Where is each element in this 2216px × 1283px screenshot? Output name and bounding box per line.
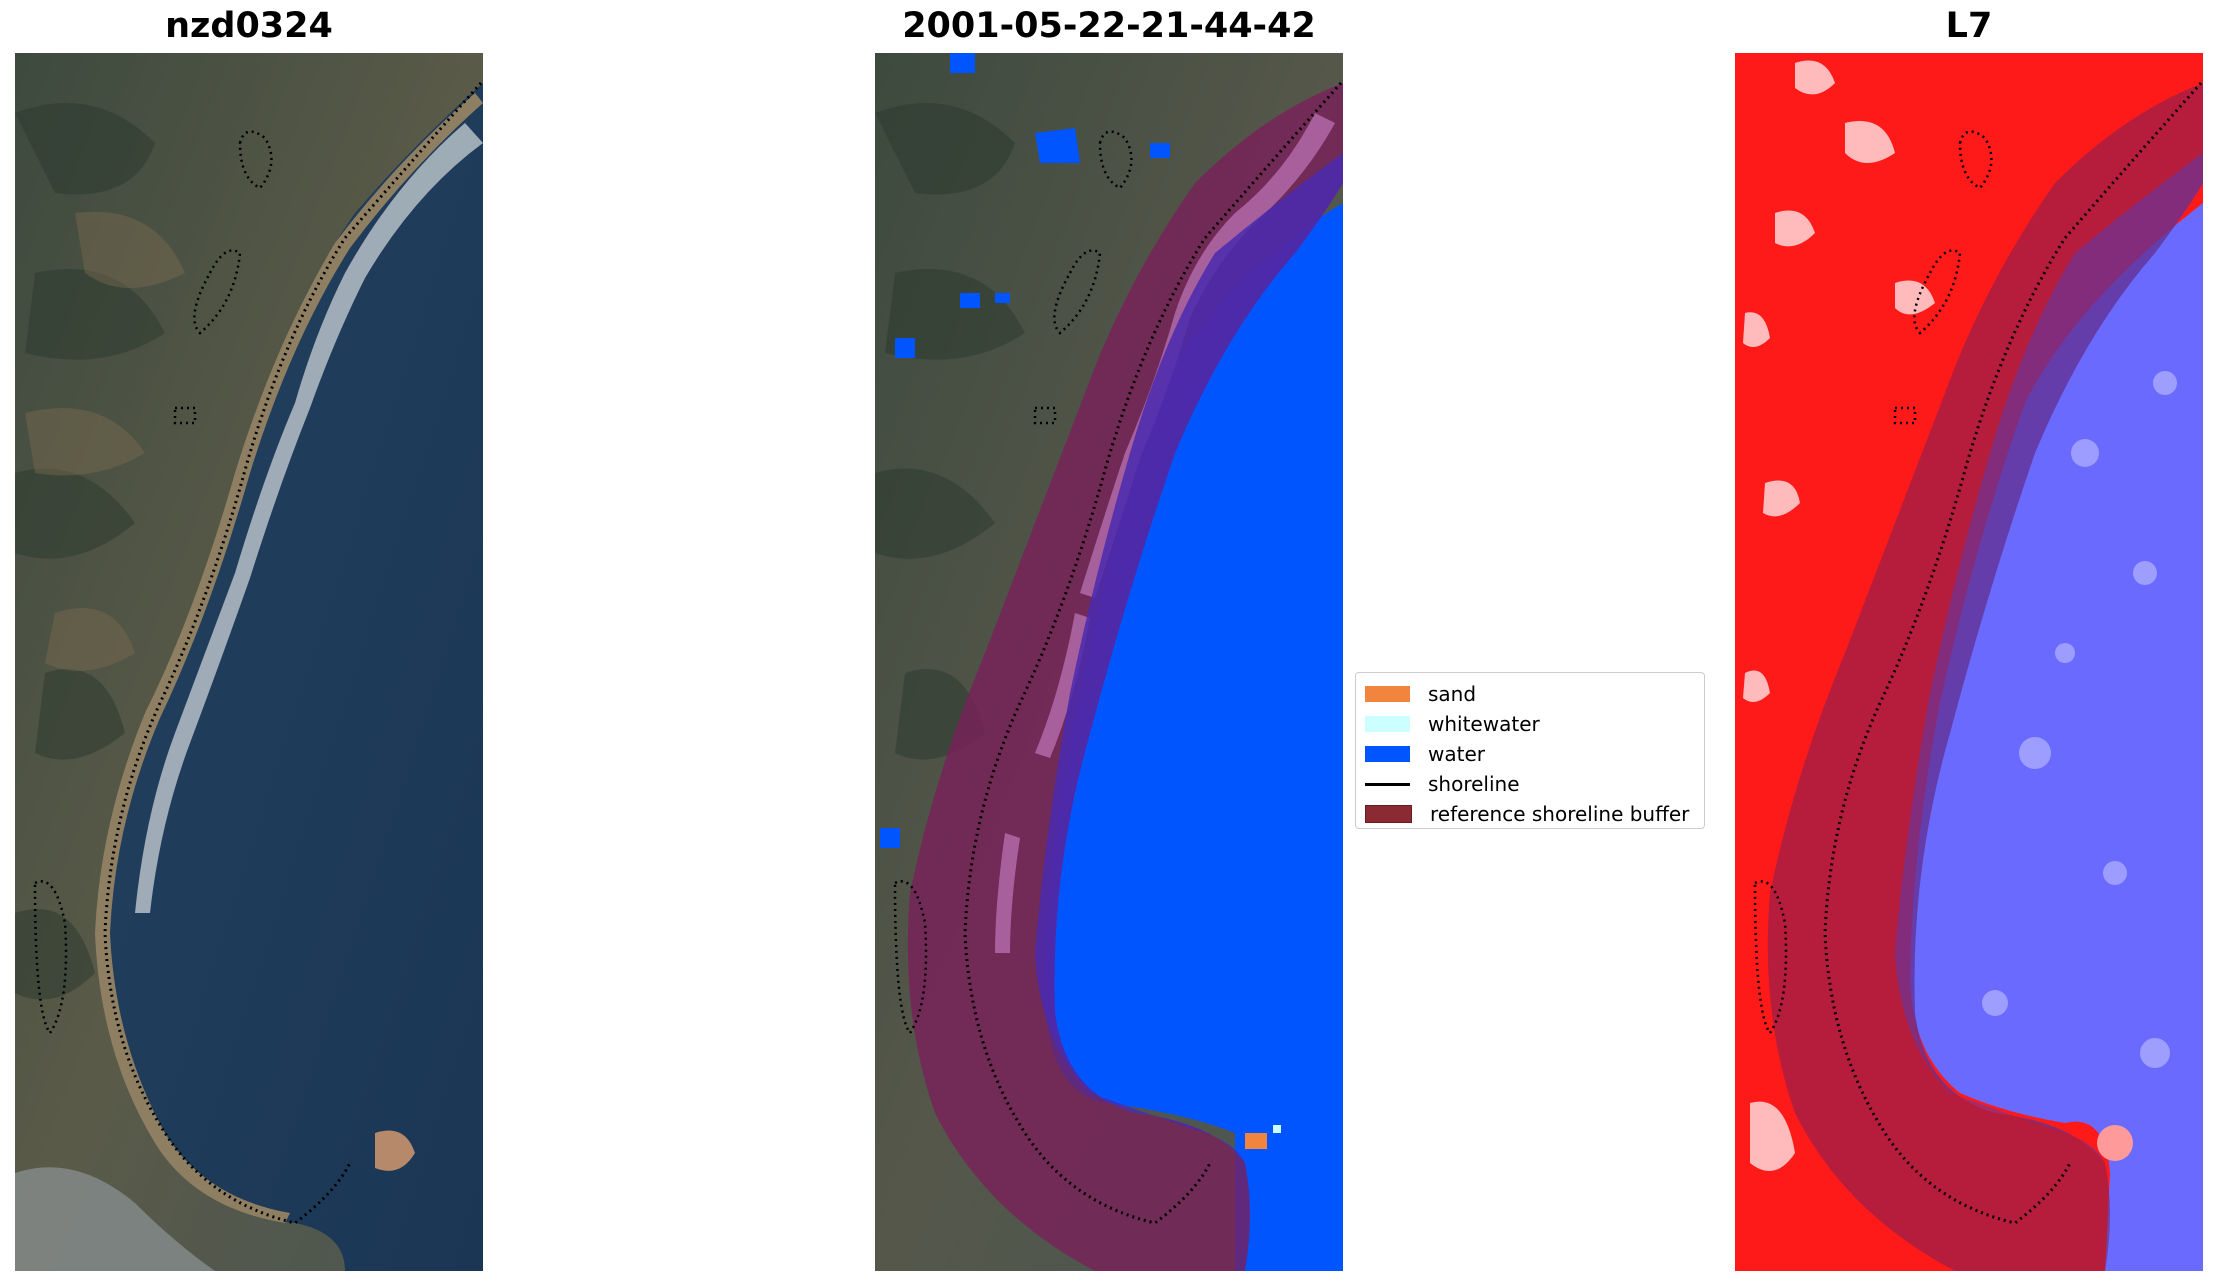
shoreline-line-2: [963, 82, 1343, 1225]
legend-item-water: water: [1365, 740, 1485, 768]
legend-item-buffer: reference shoreline buffer: [1365, 800, 1689, 828]
land-highlights: [1743, 60, 1935, 1171]
legend: sand whitewater water shoreline referenc…: [1355, 672, 1705, 829]
shoreline-fragments: [193, 130, 273, 335]
legend-item-shoreline: shoreline: [1365, 770, 1520, 798]
sand-class-patch: [1245, 1133, 1267, 1149]
legend-swatch-whitewater: [1365, 716, 1410, 732]
sea-area: [100, 83, 483, 1271]
legend-item-whitewater: whitewater: [1365, 710, 1540, 738]
water-class-area: [1045, 203, 1343, 1271]
reference-shoreline-buffer: [907, 83, 1343, 1271]
whitewater-class-patch: [1273, 1125, 1281, 1133]
legend-label-whitewater: whitewater: [1428, 712, 1540, 736]
index-image: [1735, 53, 2203, 1271]
legend-label-shoreline: shoreline: [1428, 772, 1520, 796]
legend-line-shoreline: [1365, 782, 1410, 786]
terrain-highlights: [25, 211, 185, 671]
beach-strip: [95, 93, 483, 1223]
legend-item-sand: sand: [1365, 680, 1476, 708]
water-speckle: [1982, 371, 2177, 1068]
legend-label-buffer: reference shoreline buffer: [1430, 802, 1690, 826]
shoreline-fragments-2: [33, 406, 197, 1036]
legend-swatch-sand: [1365, 686, 1410, 702]
panel-title-index: L7: [1945, 6, 1993, 46]
index-image-panel: [1735, 53, 2203, 1271]
classified-image: [875, 53, 1343, 1271]
legend-label-sand: sand: [1428, 682, 1477, 706]
rgb-image: [15, 53, 483, 1271]
panel-title-classified: 2001-05-22-21-44-42: [902, 6, 1316, 46]
classified-image-panel: [875, 53, 1343, 1271]
panel-title-rgb: nzd0324: [165, 6, 333, 46]
water-in-buffer: [1035, 153, 1343, 1163]
shoreline-line: [103, 82, 483, 1225]
rocky-shore: [15, 1167, 215, 1271]
legend-swatch-water: [1365, 746, 1410, 762]
headland-spot: [2097, 1125, 2133, 1161]
legend-swatch-buffer: [1365, 805, 1412, 823]
headland: [375, 1130, 415, 1171]
inland-water-blobs: [880, 53, 1170, 848]
terrain-shadows: [15, 103, 165, 1000]
index-reference-buffer: [1767, 83, 2203, 1271]
rgb-image-panel: [15, 53, 483, 1271]
shoreline-line-3: [1823, 82, 2203, 1225]
legend-label-water: water: [1428, 742, 1485, 766]
